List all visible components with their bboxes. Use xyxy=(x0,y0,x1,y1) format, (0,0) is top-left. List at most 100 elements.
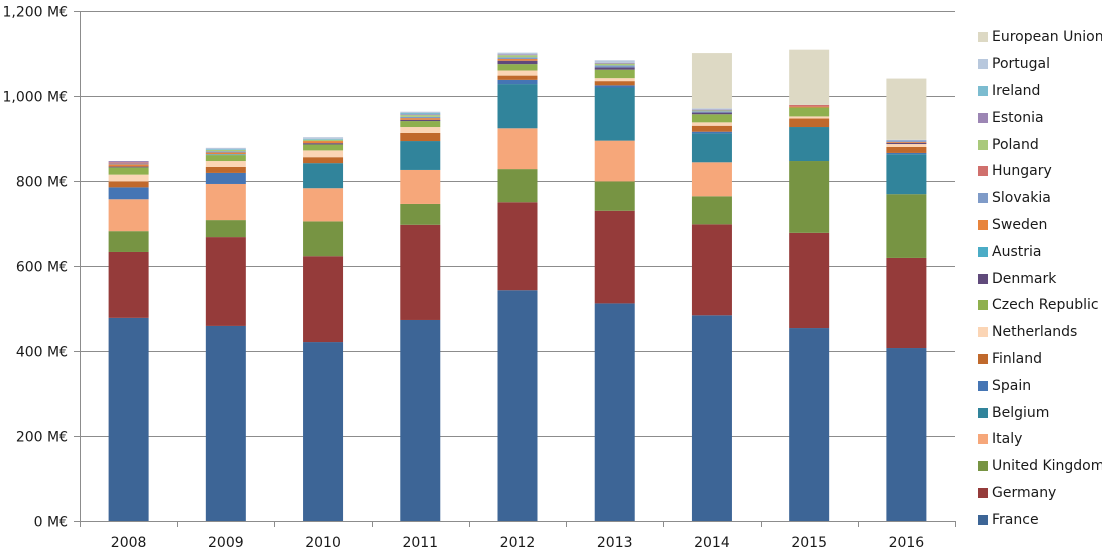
bar-segment-estonia xyxy=(594,62,635,64)
x-tick-label: 2010 xyxy=(305,535,341,551)
bar-segment-germany xyxy=(594,210,635,304)
legend-item: France xyxy=(978,506,1102,533)
bar-segment-finland xyxy=(886,147,927,153)
bar-segment-portugal xyxy=(594,60,635,63)
legend-label: Estonia xyxy=(992,109,1044,126)
bar-segment-denmark xyxy=(400,119,441,122)
bar-segment-germany xyxy=(886,257,927,349)
bar-segment-czech-republic xyxy=(497,64,538,71)
x-tick-label: 2016 xyxy=(889,535,925,551)
legend-swatch xyxy=(978,112,988,123)
legend-item: Poland xyxy=(978,131,1102,158)
bar-segment-united-kingdom xyxy=(400,203,441,225)
legend-item: Denmark xyxy=(978,265,1102,292)
bar-segment-spain xyxy=(108,187,149,200)
bar-segment-sweden xyxy=(303,141,344,144)
bar-segment-poland xyxy=(497,55,538,58)
bar-segment-france xyxy=(789,328,830,521)
y-tick-label: 1,000 M€ xyxy=(2,90,68,106)
bar-segment-denmark xyxy=(886,142,927,145)
legend-swatch xyxy=(978,327,988,338)
bar-segment-poland xyxy=(400,115,441,117)
bar-segment-germany xyxy=(497,202,538,291)
legend-label: Hungary xyxy=(992,163,1052,180)
legend-item: Slovakia xyxy=(978,185,1102,212)
legend-swatch xyxy=(978,514,988,525)
bar-segment-italy xyxy=(497,128,538,170)
bar-segment-netherlands xyxy=(789,116,830,119)
bar-segment-france xyxy=(303,342,344,521)
bar-segment-france xyxy=(886,348,927,521)
legend-label: Czech Republic xyxy=(992,297,1099,314)
bar-segment-ireland xyxy=(205,149,246,150)
bar-segment-belgium xyxy=(497,84,538,129)
y-tick-label: 1,200 M€ xyxy=(2,5,68,21)
legend-swatch xyxy=(978,193,988,204)
bar-segment-united-kingdom xyxy=(497,169,538,203)
bar-segment-germany xyxy=(691,224,732,316)
legend-item: United Kingdom xyxy=(978,453,1102,480)
bar-segment-poland xyxy=(205,149,246,152)
bar-segment-poland xyxy=(691,110,732,112)
y-tick-label: 0 M€ xyxy=(34,515,68,531)
bar-segment-sweden xyxy=(497,59,538,61)
bar-segment-germany xyxy=(205,237,246,326)
bar-segment-belgium xyxy=(789,127,830,162)
bar-segment-sweden xyxy=(205,152,246,155)
legend-label: Germany xyxy=(992,484,1057,501)
bar-segment-spain xyxy=(497,79,538,85)
legend-swatch xyxy=(978,59,988,70)
legend-item: Belgium xyxy=(978,399,1102,426)
bar-segment-sweden xyxy=(789,106,830,108)
bar-segment-hungary xyxy=(108,162,149,164)
x-tick-label: 2013 xyxy=(597,535,633,551)
bar-segment-czech-republic xyxy=(789,107,830,117)
bar-segment-finland xyxy=(789,118,830,128)
legend-label: Slovakia xyxy=(992,190,1051,207)
bar-segment-belgium xyxy=(303,163,344,189)
bar-segment-germany xyxy=(789,232,830,329)
bar-segment-slovakia xyxy=(400,116,441,119)
y-tick-label: 600 M€ xyxy=(16,260,68,276)
x-tick-label: 2011 xyxy=(402,535,438,551)
legend-swatch xyxy=(978,461,988,472)
bar-segment-netherlands xyxy=(303,150,344,158)
bar-segment-united-kingdom xyxy=(691,196,732,225)
legend-label: Belgium xyxy=(992,404,1050,421)
bar-segment-united-kingdom xyxy=(205,220,246,238)
bar-segment-italy xyxy=(691,162,732,197)
y-tick-labels: 0 M€ 200 M€ 400 M€ 600 M€ 800 M€ 1,000 M€ 1,20… xyxy=(2,5,68,531)
bar-segment-slovakia xyxy=(108,163,149,165)
bar-segment-france xyxy=(497,290,538,521)
bar-segment-european-union xyxy=(691,53,732,109)
bar-segment-slovakia xyxy=(691,111,732,113)
bar-segment-denmark xyxy=(497,60,538,65)
bar-segment-finland xyxy=(205,166,246,173)
legend-swatch xyxy=(978,139,988,150)
bar-segment-portugal xyxy=(497,52,538,55)
bar-segment-italy xyxy=(594,140,635,182)
legend-item: Finland xyxy=(978,346,1102,373)
bar-segment-germany xyxy=(400,224,441,320)
legend-swatch xyxy=(978,353,988,364)
bar-segment-belgium xyxy=(886,154,927,195)
legend-label: United Kingdom xyxy=(992,458,1102,475)
bar-segment-czech-republic xyxy=(303,144,344,151)
bar-segment-denmark xyxy=(691,112,732,115)
bar-segment-poland xyxy=(303,139,344,142)
bar-segment-czech-republic xyxy=(205,155,246,162)
legend-item: Spain xyxy=(978,372,1102,399)
y-tick-label: 800 M€ xyxy=(16,175,68,191)
bar-segment-spain xyxy=(691,131,732,134)
bar-segment-estonia xyxy=(691,109,732,111)
legend-item: Czech Republic xyxy=(978,292,1102,319)
bar-segment-united-kingdom xyxy=(789,161,830,233)
legend-label: Poland xyxy=(992,136,1039,153)
bar-segment-france xyxy=(691,315,732,521)
bar-segment-belgium xyxy=(691,133,732,163)
legend-label: European Union xyxy=(992,29,1102,46)
legend-label: France xyxy=(992,511,1039,528)
legend-item: Italy xyxy=(978,426,1102,453)
x-tick-label: 2009 xyxy=(208,535,244,551)
bar-segment-denmark xyxy=(303,143,344,145)
